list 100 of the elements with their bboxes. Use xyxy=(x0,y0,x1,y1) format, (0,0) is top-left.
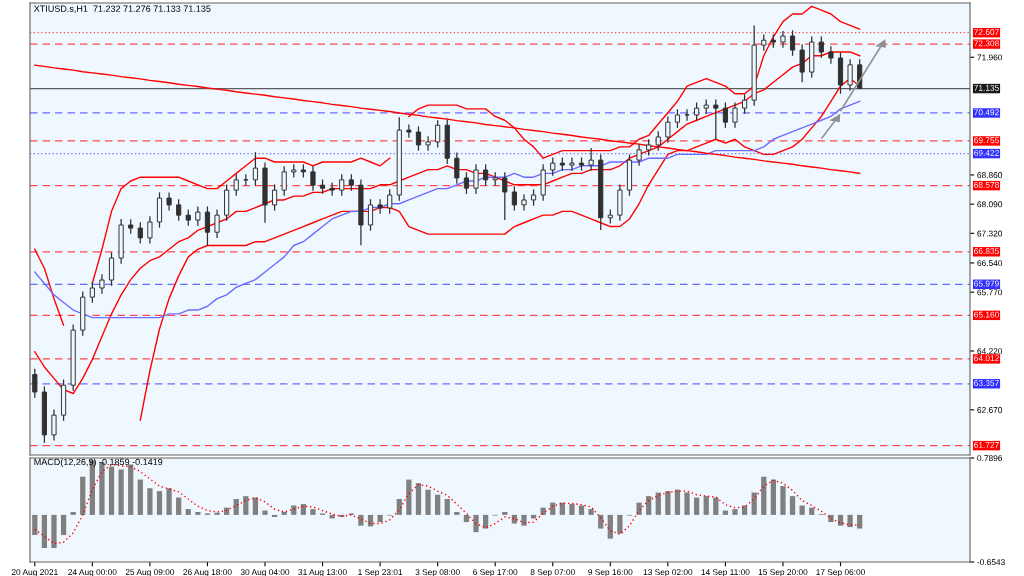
x-tick-label: 8 Sep 07:00 xyxy=(530,569,575,576)
x-tick-label: 9 Sep 16:00 xyxy=(588,569,633,576)
bar xyxy=(713,497,719,515)
candlestick xyxy=(89,281,95,304)
bar xyxy=(118,469,124,515)
bar xyxy=(271,514,278,518)
candlestick xyxy=(722,101,729,129)
bar xyxy=(147,488,153,515)
bar xyxy=(252,497,259,515)
bar xyxy=(108,466,115,515)
bar xyxy=(435,494,441,515)
x-tick-label: 25 Aug 09:00 xyxy=(125,569,175,576)
bar xyxy=(80,476,86,515)
x-tick-label: 20 Aug 2021 xyxy=(11,569,58,576)
candlestick xyxy=(521,193,527,212)
bar xyxy=(617,514,623,534)
candlestick xyxy=(789,29,796,57)
ref-line-label: 63.357 xyxy=(974,380,999,386)
x-tick-label: 13 Sep 02:00 xyxy=(643,569,693,576)
bar xyxy=(463,514,470,523)
candlestick xyxy=(252,151,259,187)
candlestick xyxy=(406,123,412,139)
bar xyxy=(70,511,76,515)
bar xyxy=(569,504,575,515)
ref-line-label: 70.492 xyxy=(974,109,999,116)
bar xyxy=(550,502,556,515)
y-tick-label: 67.320 xyxy=(977,230,1003,237)
bar xyxy=(473,514,479,533)
ref-line-label: 72.607 xyxy=(974,29,999,35)
candlestick xyxy=(473,163,479,195)
bar xyxy=(233,499,239,515)
bar xyxy=(444,499,450,515)
bar xyxy=(377,514,383,523)
candlestick xyxy=(502,171,508,221)
x-tick-label: 6 Sep 17:00 xyxy=(473,569,518,576)
candlestick xyxy=(310,165,316,192)
bar xyxy=(415,483,422,515)
candlestick xyxy=(271,183,278,212)
bar xyxy=(732,509,738,515)
candlestick xyxy=(847,58,853,92)
ref-line-label: 65.160 xyxy=(974,311,999,318)
bar xyxy=(358,514,364,526)
bar xyxy=(243,496,249,515)
candlestick xyxy=(511,185,517,212)
candlestick xyxy=(147,215,153,245)
candlestick xyxy=(454,151,460,185)
candlestick xyxy=(195,205,201,227)
x-tick-label: 31 Aug 13:00 xyxy=(298,569,347,576)
bar xyxy=(789,496,796,515)
candlestick xyxy=(588,147,594,172)
candlestick xyxy=(204,205,211,247)
bar xyxy=(588,509,594,515)
bar xyxy=(262,510,268,515)
ref-line-label: 69.422 xyxy=(974,149,999,156)
candlestick xyxy=(214,208,220,239)
candlestick xyxy=(828,45,834,65)
x-tick-label: 14 Sep 11:00 xyxy=(701,569,750,576)
bar xyxy=(214,512,220,515)
x-tick-label: 15 Sep 20:00 xyxy=(758,569,808,576)
bar xyxy=(674,489,681,515)
bar xyxy=(41,514,48,549)
candlestick xyxy=(694,101,700,122)
candlestick xyxy=(483,163,489,187)
bar xyxy=(684,492,690,515)
bar xyxy=(454,511,460,515)
candlestick xyxy=(377,198,383,215)
bar xyxy=(809,507,815,515)
y-tick-label: -0.6543 xyxy=(977,559,1005,566)
x-tick-label: 3 Sep 08:00 xyxy=(415,569,460,576)
bar xyxy=(60,514,67,536)
x-tick-label: 24 Aug 00:00 xyxy=(68,569,117,576)
candlestick xyxy=(655,130,661,152)
candlestick xyxy=(713,98,719,141)
bar xyxy=(482,514,489,529)
candlestick xyxy=(166,191,172,212)
candlestick xyxy=(415,125,422,152)
bar xyxy=(156,491,163,515)
ref-line-label: 69.755 xyxy=(974,137,999,144)
bar xyxy=(847,514,853,528)
bar xyxy=(32,514,38,536)
bar xyxy=(166,488,172,515)
y-tick-label: 64.220 xyxy=(977,348,1003,355)
x-tick-label: 30 Aug 04:00 xyxy=(240,569,290,576)
candlestick xyxy=(665,115,671,144)
bar xyxy=(636,502,642,515)
candlestick xyxy=(732,101,738,129)
bar xyxy=(406,479,412,515)
ref-line-label: 72.308 xyxy=(974,40,999,47)
bar xyxy=(511,514,518,524)
candlestick xyxy=(818,35,824,59)
y-tick-label: 65.770 xyxy=(977,289,1003,296)
ref-line-label: 65.979 xyxy=(974,280,999,287)
y-tick-label: 66.540 xyxy=(977,260,1003,267)
bar xyxy=(598,514,604,529)
ref-line-label: 71.135 xyxy=(974,84,999,91)
candlestick xyxy=(329,181,335,197)
line-series xyxy=(34,100,861,319)
bar xyxy=(425,489,431,515)
x-tick-label: 17 Sep 06:00 xyxy=(816,569,865,576)
bar xyxy=(770,479,777,515)
